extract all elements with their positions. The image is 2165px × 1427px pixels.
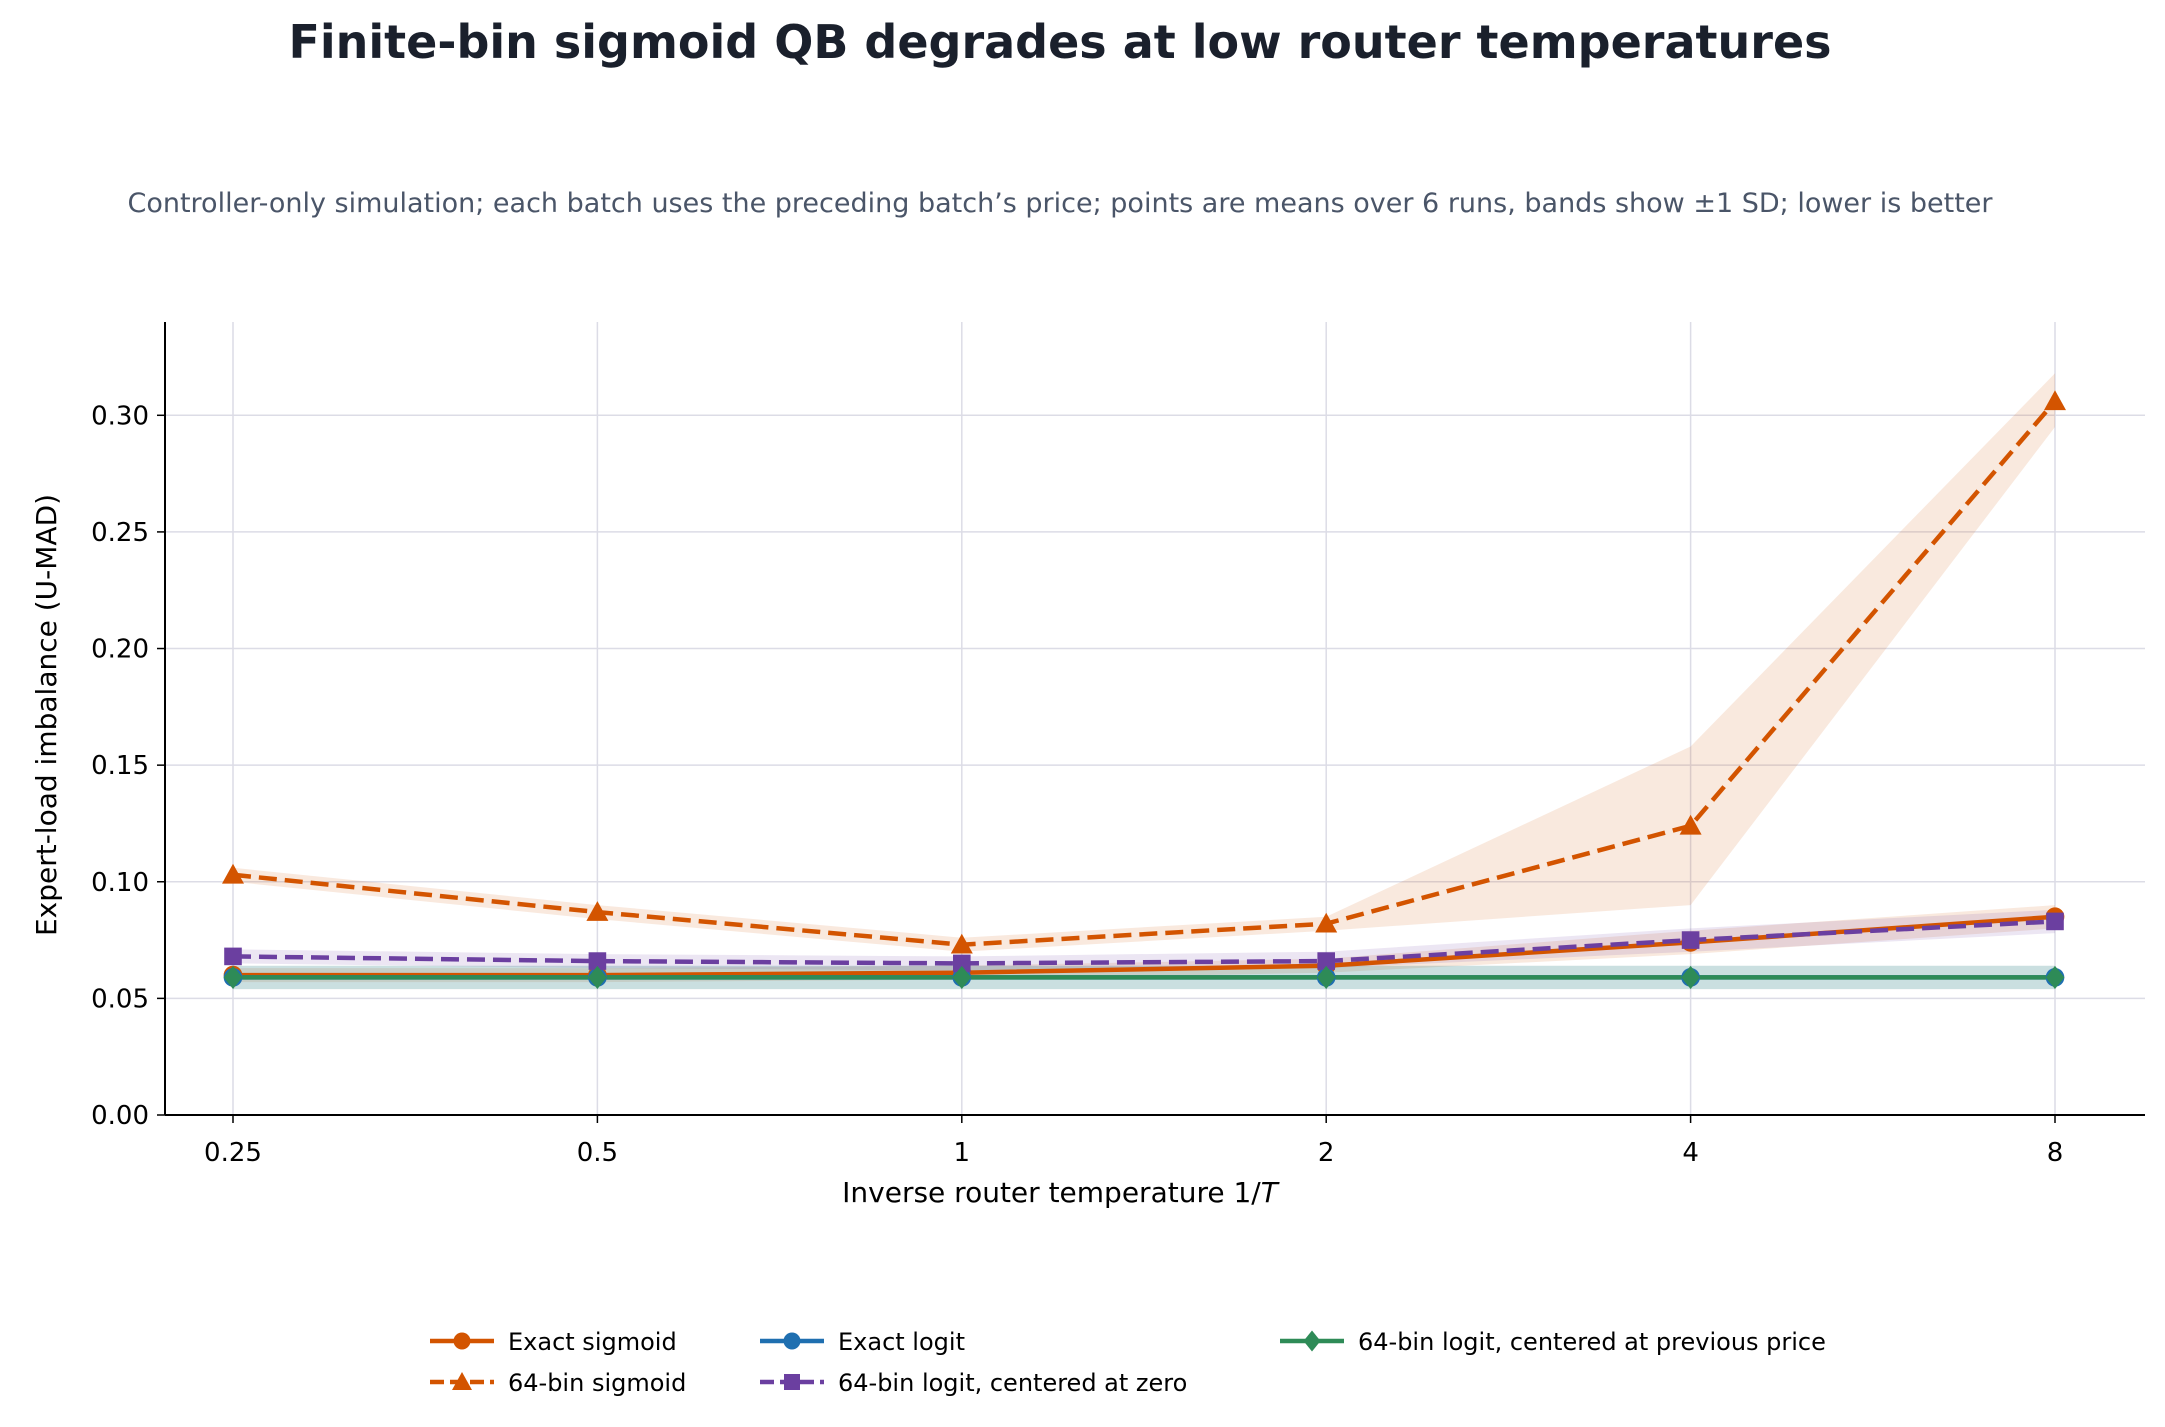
legend-item: Exact logit bbox=[760, 1328, 965, 1356]
data-point bbox=[588, 965, 607, 989]
data-point bbox=[452, 1372, 472, 1390]
data-point bbox=[783, 1332, 801, 1350]
grid-lines bbox=[165, 322, 2145, 1116]
data-point bbox=[1303, 1330, 1321, 1352]
data-point bbox=[1681, 965, 1700, 989]
series-markers bbox=[222, 390, 2066, 989]
y-tick-label: 0.10 bbox=[91, 868, 149, 898]
x-tick-label: 0.25 bbox=[204, 1138, 262, 1168]
y-tick-label: 0.30 bbox=[91, 401, 149, 431]
data-point bbox=[224, 947, 242, 966]
data-point bbox=[952, 965, 972, 989]
y-tick-label: 0.20 bbox=[91, 635, 149, 665]
error-band bbox=[233, 909, 2055, 971]
chart-subtitle: Controller-only simulation; each batch u… bbox=[127, 188, 1993, 219]
x-tick-label: 1 bbox=[954, 1138, 971, 1168]
legend-item: 64-bin logit, centered at zero bbox=[760, 1369, 1187, 1397]
legend-item: 64-bin logit, centered at previous price bbox=[1280, 1328, 1826, 1356]
y-tick-label: 0.00 bbox=[91, 1101, 149, 1131]
y-ticks: 0.00 0.05 0.10 0.15 0.20 0.25 0.30 bbox=[91, 401, 165, 1131]
data-point bbox=[586, 901, 609, 921]
data-point bbox=[223, 965, 243, 989]
data-point bbox=[950, 933, 973, 954]
data-point bbox=[953, 954, 971, 973]
error-band bbox=[233, 373, 2055, 952]
data-point bbox=[784, 1374, 800, 1390]
data-point bbox=[453, 1332, 471, 1350]
legend-label: Exact logit bbox=[838, 1328, 965, 1356]
data-point bbox=[2045, 965, 2065, 989]
legend-label: Exact sigmoid bbox=[508, 1328, 677, 1356]
legend-item: 64-bin sigmoid bbox=[430, 1369, 686, 1397]
y-tick-label: 0.25 bbox=[91, 518, 149, 548]
series-lines bbox=[232, 399, 2057, 980]
data-point bbox=[2044, 390, 2066, 411]
error-bands bbox=[233, 373, 2055, 990]
data-point bbox=[1679, 814, 1702, 835]
axes bbox=[164, 322, 2145, 1116]
x-tick-label: 8 bbox=[2047, 1138, 2064, 1168]
x-tick-label: 4 bbox=[1682, 1138, 1699, 1168]
data-point bbox=[1317, 952, 1335, 970]
data-point bbox=[222, 863, 244, 884]
data-point bbox=[2046, 912, 2064, 931]
data-point bbox=[588, 952, 607, 970]
legend: Exact sigmoid 64-bin sigmoid Exact logit 64… bbox=[430, 1328, 1826, 1397]
y-tick-label: 0.15 bbox=[91, 751, 149, 781]
data-point bbox=[1316, 965, 1336, 989]
legend-label: 64-bin logit, centered at previous price bbox=[1358, 1328, 1826, 1356]
legend-label: 64-bin logit, centered at zero bbox=[838, 1369, 1187, 1397]
legend-label: 64-bin sigmoid bbox=[508, 1369, 686, 1397]
x-tick-label: 0.5 bbox=[577, 1138, 618, 1168]
y-tick-label: 0.05 bbox=[91, 984, 149, 1014]
data-point bbox=[1681, 931, 1700, 949]
x-ticks: 0.25 0.5 1 2 4 8 bbox=[204, 1115, 2063, 1168]
y-axis-label: Expert-load imbalance (U-MAD) bbox=[30, 494, 63, 936]
series-line bbox=[232, 919, 2056, 966]
series-line bbox=[232, 399, 2057, 947]
data-point bbox=[1315, 912, 1338, 933]
x-axis-label: Inverse router temperature 1/T bbox=[842, 1176, 1280, 1209]
legend-item: Exact sigmoid bbox=[430, 1328, 677, 1356]
x-tick-label: 2 bbox=[1318, 1138, 1335, 1168]
chart-title: Finite-bin sigmoid QB degrades at low ro… bbox=[288, 15, 1831, 69]
